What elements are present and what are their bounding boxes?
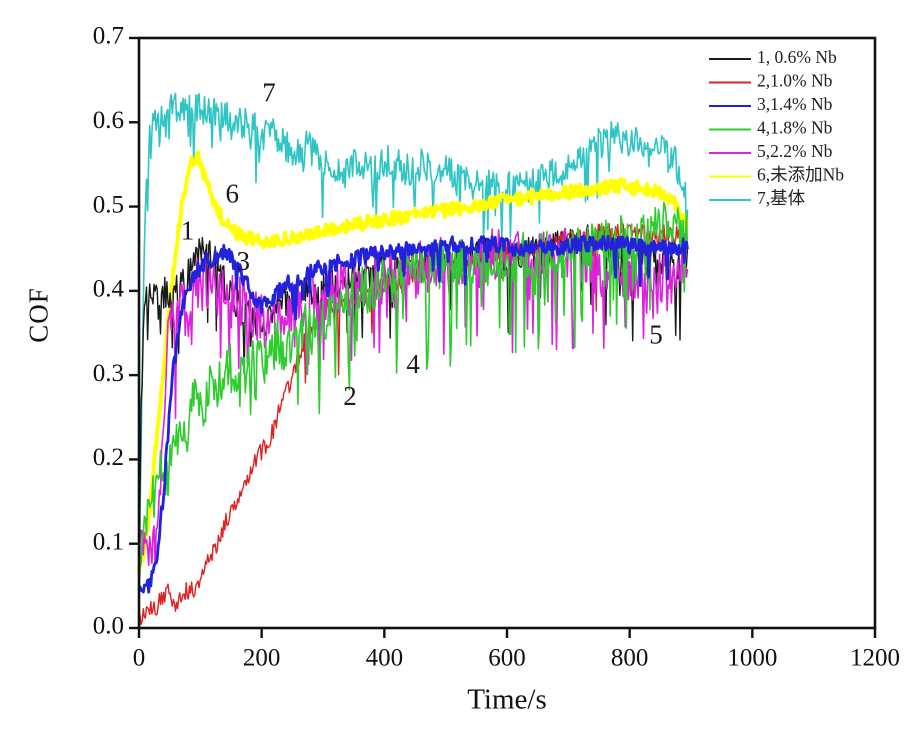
x-tick-label: 200 <box>243 645 281 672</box>
y-tick-label: 0.0 <box>93 613 124 640</box>
x-tick-label: 600 <box>488 645 526 672</box>
legend-label-4: 4,1.8% Nb <box>757 118 833 138</box>
x-tick-label: 0 <box>133 645 146 672</box>
legend-label-1: 1, 0.6% Nb <box>757 47 837 67</box>
x-tick-label: 400 <box>366 645 404 672</box>
legend-label-2: 2,1.0% Nb <box>757 71 833 91</box>
x-tick-label: 1200 <box>850 645 900 672</box>
series-line-4 <box>138 201 689 591</box>
legend-label-3: 3,1.4% Nb <box>757 94 833 114</box>
annotation-1: 1 <box>181 216 195 246</box>
series-line-5 <box>138 228 689 589</box>
annotation-2: 2 <box>343 381 357 411</box>
legend-label-7: 7,基体 <box>757 188 806 208</box>
y-tick-label: 0.5 <box>93 191 124 218</box>
annotation-4: 4 <box>406 349 420 379</box>
y-tick-label: 0.7 <box>93 23 124 50</box>
annotation-7: 7 <box>262 78 276 108</box>
legend-label-6: 6,未添加Nb <box>757 165 844 185</box>
series-line-6 <box>137 150 689 573</box>
y-tick-label: 0.6 <box>93 107 124 134</box>
annotation-6: 6 <box>225 179 239 209</box>
y-tick-label: 0.3 <box>93 360 124 387</box>
series-line-7 <box>138 92 689 592</box>
y-tick-label: 0.1 <box>93 528 124 555</box>
x-tick-label: 1000 <box>727 645 777 672</box>
y-tick-label: 0.4 <box>93 276 125 303</box>
y-tick-label: 0.2 <box>93 444 124 471</box>
series-line-3 <box>137 234 689 594</box>
x-tick-label: 800 <box>611 645 649 672</box>
legend-label-5: 5,2.2% Nb <box>757 141 833 161</box>
annotation-5: 5 <box>649 319 663 349</box>
annotation-3: 3 <box>237 246 251 276</box>
y-axis-label: COF <box>23 287 54 343</box>
x-axis-label: Time/s <box>467 683 547 716</box>
